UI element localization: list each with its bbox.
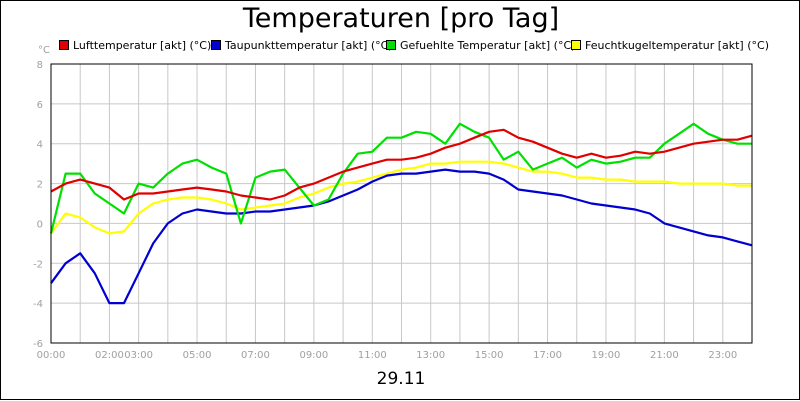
x-tick-label: 13:00 <box>416 350 445 361</box>
x-tick-label: 17:00 <box>533 350 562 361</box>
x-tick-label: 00:00 <box>37 350 66 361</box>
y-tick-label: 0 <box>37 219 43 230</box>
x-tick-label: 19:00 <box>592 350 621 361</box>
x-tick-label: 15:00 <box>475 350 504 361</box>
y-tick-label: -4 <box>33 299 43 310</box>
legend: Lufttemperatur [akt] (°C) Taupunkttemper… <box>1 39 800 53</box>
series-group <box>49 122 753 305</box>
x-axis-ticks: 00:00 02:00 03:00 05:00 07:00 09:00 11:00 13:00… <box>37 350 738 361</box>
y-axis-ticks: -6 -4 -2 0 2 4 6 8 <box>33 60 43 350</box>
series-line-3 <box>50 160 752 235</box>
y-tick-label: -2 <box>33 259 43 270</box>
legend-swatch <box>386 40 396 50</box>
legend-item-gefuehlte-temperatur: Gefuehlte Temperatur [akt] (°C) <box>386 39 575 52</box>
legend-item-lufttemperatur: Lufttemperatur [akt] (°C) <box>59 39 211 52</box>
legend-swatch <box>59 40 69 50</box>
legend-item-taupunkttemperatur: Taupunkttemperatur [akt] (°C) <box>211 39 393 52</box>
series-line-1 <box>50 168 753 305</box>
legend-label: Lufttemperatur [akt] (°C) <box>73 39 212 52</box>
x-tick-label: 21:00 <box>650 350 679 361</box>
legend-label: Gefuehlte Temperatur [akt] (°C) <box>400 39 576 52</box>
y-tick-label: -6 <box>33 339 43 350</box>
x-tick-label: 23:00 <box>708 350 737 361</box>
chart-title: Temperaturen [pro Tag] <box>242 3 560 34</box>
x-tick-label: 02:00 <box>95 350 124 361</box>
legend-label: Feuchtkugeltemperatur [akt] (°C) <box>585 39 769 52</box>
y-tick-label: 2 <box>37 180 43 191</box>
x-tick-label: 05:00 <box>183 350 212 361</box>
x-tick-label: 09:00 <box>299 350 328 361</box>
legend-item-feuchtkugeltemperatur: Feuchtkugeltemperatur [akt] (°C) <box>571 39 769 52</box>
legend-swatch <box>571 40 581 50</box>
legend-swatch <box>211 40 221 50</box>
x-tick-label: 03:00 <box>124 350 153 361</box>
y-tick-label: 6 <box>37 100 43 111</box>
x-tick-label: 11:00 <box>358 350 387 361</box>
y-tick-label: 8 <box>37 60 43 71</box>
x-tick-label: 07:00 <box>241 350 270 361</box>
series-line-2 <box>49 122 752 234</box>
series-line-0 <box>50 128 753 201</box>
y-tick-label: 4 <box>37 140 43 151</box>
date-label: 29.11 <box>376 369 426 389</box>
legend-label: Taupunkttemperatur [akt] (°C) <box>225 39 393 52</box>
plot-border <box>50 63 753 344</box>
y-axis-unit-label: °C <box>38 45 50 56</box>
